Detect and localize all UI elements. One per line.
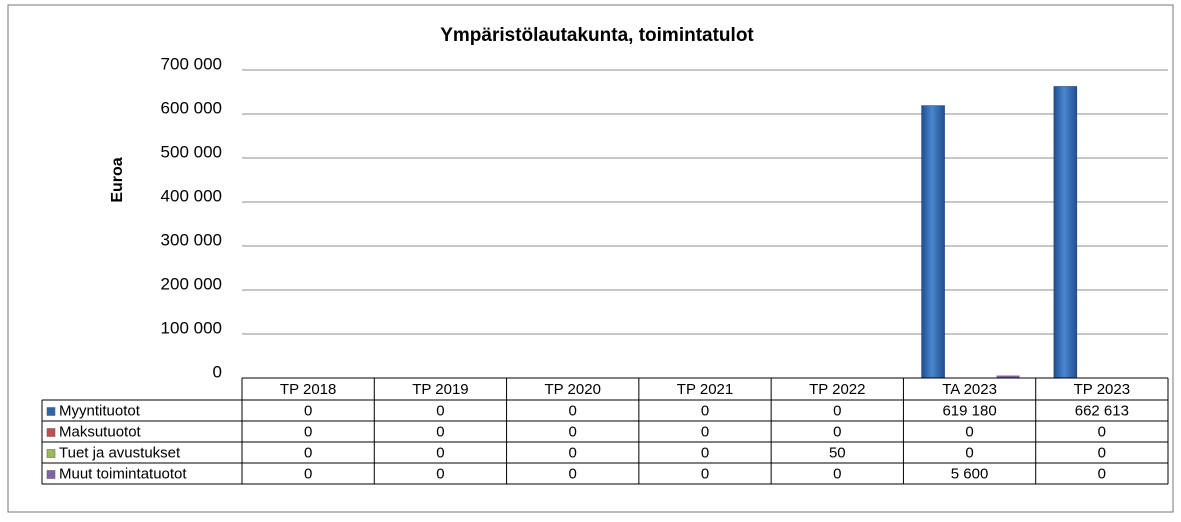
y-tick-label: 200 000	[161, 274, 222, 293]
table-cell: 0	[1098, 444, 1106, 461]
table-cell: 0	[569, 465, 577, 482]
y-tick-label: 700 000	[161, 54, 222, 73]
table-cell: 0	[833, 402, 841, 419]
y-tick-label: 400 000	[161, 186, 222, 205]
table-cell: 0	[436, 402, 444, 419]
y-tick-label: 0	[213, 362, 222, 381]
x-tick-label: TP 2023	[1074, 381, 1130, 398]
legend-swatch	[47, 429, 55, 437]
bar	[922, 106, 945, 378]
table-cell: 0	[965, 444, 973, 461]
bar	[1054, 86, 1077, 378]
legend-label: Tuet ja avustukset	[59, 444, 181, 461]
table-cell: 5 600	[951, 465, 989, 482]
legend-swatch	[47, 450, 55, 458]
table-cell: 0	[304, 423, 312, 440]
chart-border	[8, 5, 1173, 512]
x-tick-label: TP 2019	[412, 381, 468, 398]
legend-label: Myyntituotot	[59, 402, 141, 419]
table-cell: 662 613	[1075, 402, 1129, 419]
table-cell: 0	[304, 402, 312, 419]
x-tick-label: TP 2020	[544, 381, 600, 398]
table-cell: 50	[829, 444, 846, 461]
table-cell: 0	[436, 465, 444, 482]
y-tick-label: 100 000	[161, 318, 222, 337]
chart-title: Ympäristölautakunta, toimintatulot	[440, 25, 754, 46]
table-cell: 0	[1098, 465, 1106, 482]
table-cell: 619 180	[942, 402, 996, 419]
table-cell: 0	[701, 465, 709, 482]
x-tick-label: TA 2023	[942, 381, 997, 398]
table-cell: 0	[569, 444, 577, 461]
table-cell: 0	[569, 402, 577, 419]
table-cell: 0	[701, 402, 709, 419]
legend-label: Muut toimintatuotot	[59, 465, 187, 482]
table-cell: 0	[1098, 423, 1106, 440]
table-cell: 0	[569, 423, 577, 440]
y-tick-label: 500 000	[161, 142, 222, 161]
y-tick-label: 600 000	[161, 98, 222, 117]
x-tick-label: TP 2021	[677, 381, 733, 398]
x-tick-label: TP 2022	[809, 381, 865, 398]
table-cell: 0	[436, 444, 444, 461]
legend-label: Maksutuotot	[59, 423, 142, 440]
table-cell: 0	[436, 423, 444, 440]
table-cell: 0	[304, 465, 312, 482]
table-cell: 0	[304, 444, 312, 461]
y-axis-label: Euroa	[109, 157, 126, 202]
table-cell: 0	[965, 423, 973, 440]
y-tick-label: 300 000	[161, 230, 222, 249]
table-cell: 0	[701, 444, 709, 461]
table-cell: 0	[701, 423, 709, 440]
x-tick-label: TP 2018	[280, 381, 336, 398]
legend-swatch	[47, 408, 55, 416]
table-cell: 0	[833, 423, 841, 440]
table-cell: 0	[833, 465, 841, 482]
legend-swatch	[47, 471, 55, 479]
